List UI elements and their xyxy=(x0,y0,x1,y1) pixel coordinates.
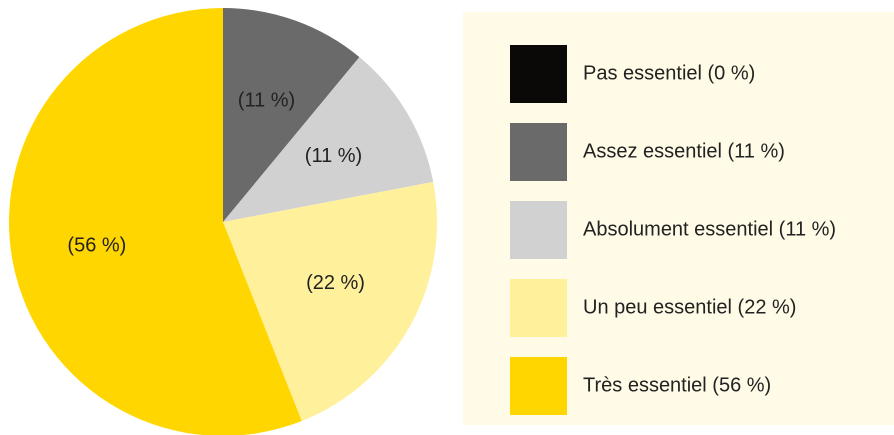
legend-label: Assez essentiel (11 %) xyxy=(583,140,785,162)
legend-label: Pas essentiel (0 %) xyxy=(583,62,755,84)
pie-slice xyxy=(9,8,302,435)
legend-swatch xyxy=(510,279,567,337)
legend-swatch xyxy=(510,357,567,415)
legend-label: Absolument essentiel (11 %) xyxy=(583,218,836,240)
legend-swatch xyxy=(510,201,567,259)
slice-label: (22 %) xyxy=(306,272,365,294)
legend-swatch xyxy=(510,45,567,103)
legend-label: Un peu essentiel (22 %) xyxy=(583,296,796,318)
pie-slice xyxy=(223,181,437,421)
legend-label: Très essentiel (56 %) xyxy=(583,374,771,396)
slice-label: (56 %) xyxy=(67,234,126,256)
legend-swatch xyxy=(510,123,567,181)
pie-slice xyxy=(223,57,434,222)
pie-slice xyxy=(223,8,360,222)
slice-label: (11 %) xyxy=(238,89,295,111)
slice-label: (11 %) xyxy=(305,145,362,167)
